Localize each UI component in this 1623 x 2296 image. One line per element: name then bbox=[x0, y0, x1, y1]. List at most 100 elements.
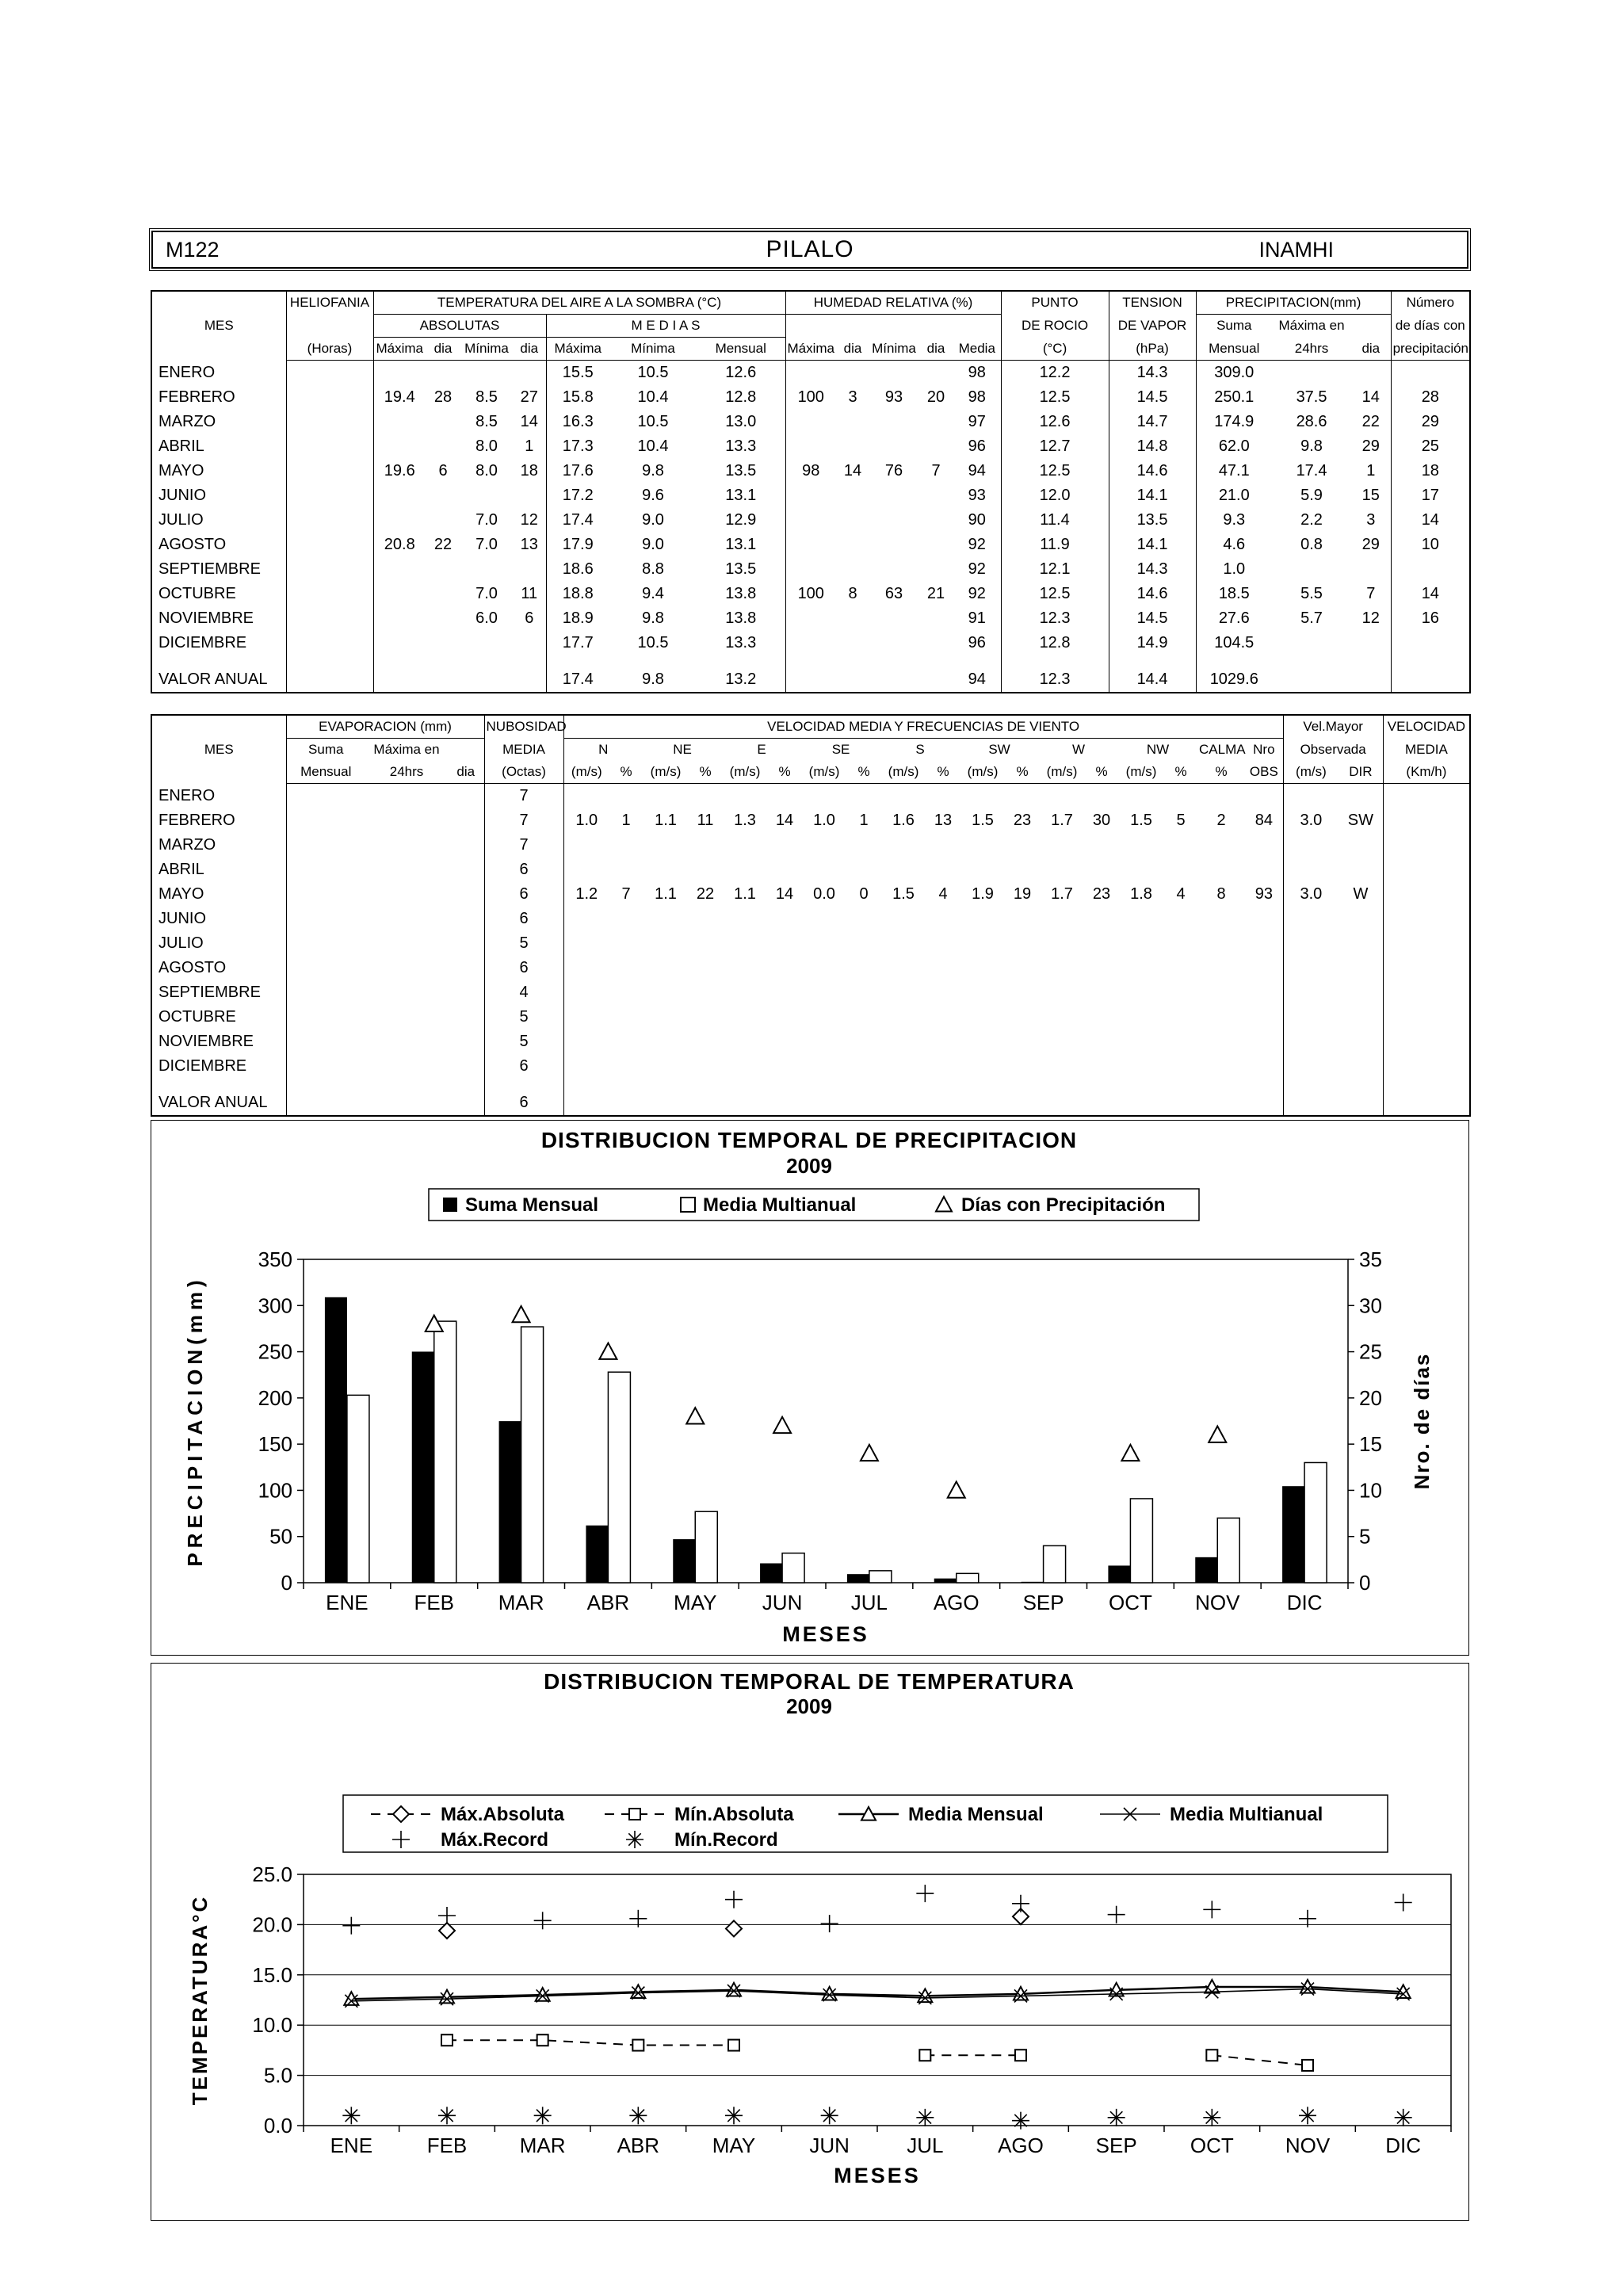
data-cell bbox=[1039, 1030, 1085, 1054]
svg-text:FEB: FEB bbox=[414, 1591, 454, 1614]
data-cell: 10.4 bbox=[637, 437, 669, 455]
svg-text:Días con Precipitación: Días con Precipitación bbox=[961, 1194, 1165, 1216]
legend-filled-square-icon bbox=[443, 1198, 457, 1212]
header-row: Mensual 24hrs dia (Octas) (m/s) % (m/s) … bbox=[151, 761, 1471, 784]
col-header bbox=[785, 314, 1002, 338]
data-cell: 9.0 bbox=[642, 536, 664, 553]
data-cell bbox=[1197, 956, 1245, 980]
svg-text:ABR: ABR bbox=[587, 1591, 629, 1614]
data-cell bbox=[609, 980, 643, 1005]
data-cell: 9.4 bbox=[642, 585, 664, 602]
data-cell bbox=[365, 833, 448, 858]
data-cell: 37.5 bbox=[1296, 388, 1327, 406]
data-cell bbox=[953, 655, 1001, 667]
data-cell bbox=[1245, 956, 1283, 980]
data-cell bbox=[785, 533, 836, 557]
data-cell bbox=[285, 655, 373, 667]
table-row: OCTUBRE 7.0 11 18.8 9.4 13.8 100 8 63 21 92 12.5 14.… bbox=[151, 582, 1471, 606]
data-cell bbox=[1164, 907, 1197, 931]
data-cell: 174.9 bbox=[1195, 410, 1273, 434]
svg-text:PRECIPITACION(mm): PRECIPITACION(mm) bbox=[183, 1275, 207, 1566]
row-label: ABRIL bbox=[158, 437, 204, 455]
data-cell bbox=[689, 980, 722, 1005]
data-cell: 23 bbox=[1013, 812, 1032, 829]
data-cell bbox=[513, 557, 546, 582]
data-cell bbox=[880, 1030, 926, 1054]
bar-multianual bbox=[607, 1371, 632, 1584]
data-cell bbox=[918, 410, 953, 434]
data-cell bbox=[643, 980, 689, 1005]
svg-text:MAY: MAY bbox=[712, 2134, 755, 2157]
monthly-climate-table-1: MES HELIOFANIA TEMPERATURA DEL AIRE A LA… bbox=[151, 290, 1472, 693]
bar-suma bbox=[1108, 1565, 1131, 1583]
data-cell bbox=[1245, 907, 1283, 931]
data-cell bbox=[836, 667, 869, 693]
col-header: S bbox=[915, 742, 925, 757]
data-cell bbox=[1006, 784, 1039, 809]
bar-suma bbox=[586, 1525, 609, 1583]
data-cell bbox=[1006, 907, 1039, 931]
table-row: JULIO 7.0 12 17.4 9.0 12.9 90 11.4 13.5 9.3 2.2 3 14 bbox=[151, 508, 1471, 533]
col-header: (hPa) bbox=[1108, 337, 1197, 361]
table-row: ENERO 7 bbox=[151, 783, 1471, 809]
data-cell bbox=[1382, 808, 1471, 833]
svg-text:DIC: DIC bbox=[1385, 2134, 1421, 2157]
data-cell bbox=[689, 1079, 722, 1091]
data-cell: 12.7 bbox=[1000, 434, 1109, 459]
svg-text:JUN: JUN bbox=[809, 2134, 850, 2157]
data-cell bbox=[960, 931, 1006, 956]
data-cell bbox=[768, 980, 801, 1005]
data-cell bbox=[1164, 1030, 1197, 1054]
data-cell bbox=[960, 1079, 1006, 1091]
data-cell: 14 bbox=[1390, 508, 1471, 533]
data-cell bbox=[926, 1079, 960, 1091]
data-cell bbox=[1282, 1079, 1339, 1091]
data-cell: 12 bbox=[1361, 609, 1380, 627]
data-cell: 14 bbox=[1361, 388, 1380, 406]
row-label: VALOR ANUAL bbox=[158, 1094, 268, 1111]
col-header: Máxima en bbox=[1278, 318, 1345, 334]
data-cell: 12.5 bbox=[1000, 459, 1109, 483]
data-cell bbox=[285, 808, 365, 833]
svg-text:MAR: MAR bbox=[520, 2134, 566, 2157]
col-header: % bbox=[926, 761, 960, 784]
svg-text:50: 50 bbox=[269, 1525, 292, 1549]
data-cell bbox=[926, 931, 960, 956]
data-cell bbox=[918, 361, 953, 386]
data-cell bbox=[689, 1054, 722, 1079]
data-cell bbox=[847, 956, 880, 980]
data-cell bbox=[880, 784, 926, 809]
data-cell bbox=[836, 606, 869, 631]
data-cell: 14.8 bbox=[1108, 434, 1197, 459]
data-cell bbox=[448, 931, 484, 956]
data-cell: 4 bbox=[1176, 885, 1186, 903]
bar-suma bbox=[1195, 1557, 1218, 1583]
svg-text:MESES: MESES bbox=[834, 2164, 921, 2187]
data-cell bbox=[722, 1054, 768, 1079]
data-cell bbox=[460, 655, 513, 667]
data-cell: 14.3 bbox=[1108, 557, 1197, 582]
data-cell bbox=[365, 1091, 448, 1116]
series-media-mensual bbox=[342, 1977, 1412, 2006]
data-cell bbox=[1245, 931, 1283, 956]
data-cell bbox=[1039, 907, 1085, 931]
data-cell: 92 bbox=[968, 560, 986, 578]
data-cell bbox=[1382, 833, 1471, 858]
data-cell bbox=[1039, 784, 1085, 809]
col-header: (m/s) bbox=[643, 761, 689, 784]
data-cell: 6 bbox=[483, 907, 564, 931]
data-cell bbox=[926, 1091, 960, 1116]
data-cell: 3 bbox=[1366, 511, 1376, 529]
data-cell bbox=[426, 667, 460, 693]
table-row: JUNIO 6 bbox=[151, 907, 1471, 931]
data-cell bbox=[285, 931, 365, 956]
data-cell: 100 bbox=[785, 582, 836, 606]
data-cell: 12.2 bbox=[1000, 360, 1109, 385]
data-cell: 9.6 bbox=[642, 487, 664, 504]
data-cell bbox=[643, 1030, 689, 1054]
data-cell: 13.1 bbox=[725, 487, 757, 504]
data-cell bbox=[960, 833, 1006, 858]
data-cell bbox=[1282, 1005, 1339, 1030]
bar-suma bbox=[673, 1539, 696, 1583]
svg-text:OCT: OCT bbox=[1109, 1591, 1152, 1614]
